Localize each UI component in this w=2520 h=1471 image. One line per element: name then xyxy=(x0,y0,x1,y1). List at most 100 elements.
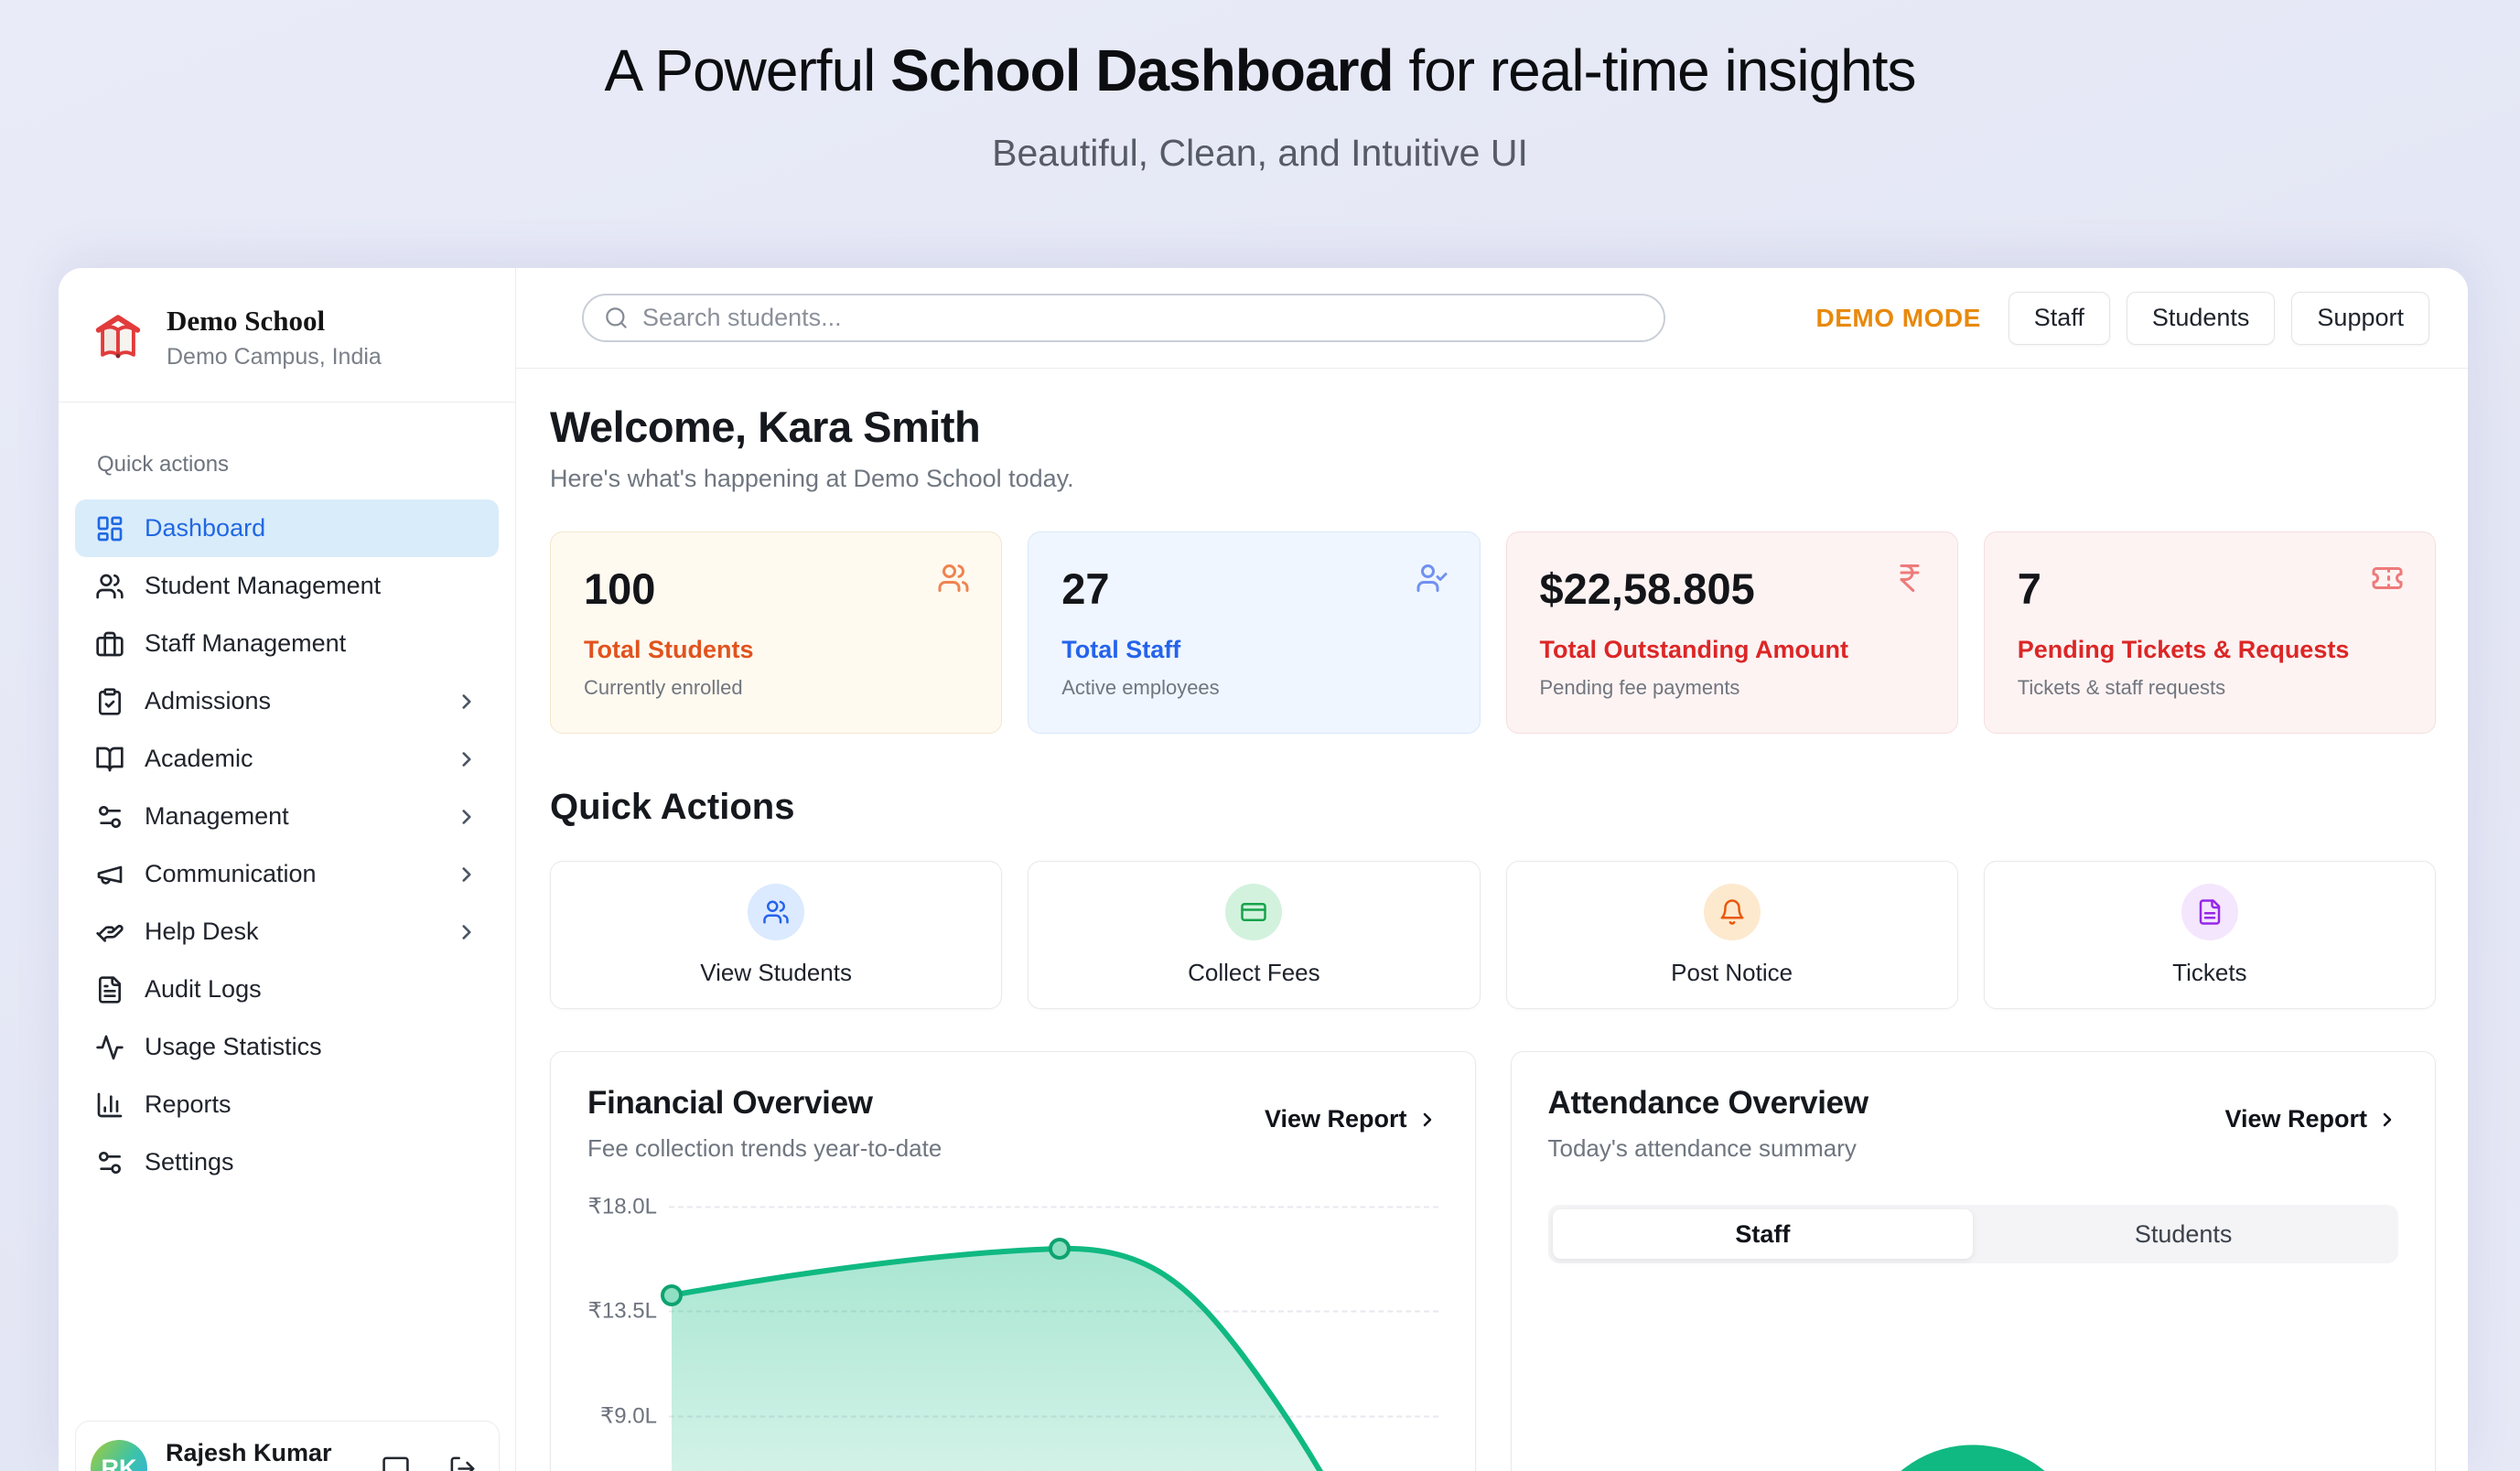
user-check-icon xyxy=(1416,562,1448,599)
page-title: A Powerful School Dashboard for real-tim… xyxy=(604,38,1916,103)
demo-mode-badge: DEMO MODE xyxy=(1815,303,1981,332)
chevron-right-icon xyxy=(455,920,479,944)
chevron-right-icon xyxy=(2383,1112,2392,1126)
users-icon xyxy=(937,562,970,599)
main-area: DEMO MODE Staff Students Support Welcome… xyxy=(516,268,2468,1471)
sidebar-item-communication[interactable]: Communication xyxy=(75,845,499,903)
stat-card-total-staff: 27 Total Staff Active employees xyxy=(1028,531,1481,734)
tickets-card[interactable]: Tickets xyxy=(1983,861,2436,1009)
tab-students[interactable]: Students xyxy=(2134,1219,2233,1248)
y-tick: ₹13.5L xyxy=(587,1298,657,1324)
support-button[interactable]: Support xyxy=(2291,291,2429,345)
stat-card-pending-tickets: 7 Pending Tickets & Requests Tickets & s… xyxy=(1983,531,2436,734)
stat-label: Pending Tickets & Requests xyxy=(2017,636,2350,663)
topbar: DEMO MODE Staff Students Support xyxy=(516,268,2468,369)
sidebar-item-settings[interactable]: Settings xyxy=(75,1133,499,1191)
hero: A Powerful School Dashboard for real-tim… xyxy=(0,0,2520,175)
helping-hand-icon xyxy=(96,924,124,942)
gridline xyxy=(669,1206,1438,1208)
welcome-subtitle: Here's what's happening at Demo School t… xyxy=(550,465,1074,492)
financial-title: Financial Overview xyxy=(587,1085,873,1121)
sidebar-item-audit-logs[interactable]: Audit Logs xyxy=(75,961,499,1018)
school-name: Demo School xyxy=(167,305,326,337)
sidebar-item-academic[interactable]: Academic xyxy=(75,730,499,788)
page-subtitle: Beautiful, Clean, and Intuitive UI xyxy=(992,132,1528,174)
y-tick: ₹18.0L xyxy=(587,1194,657,1219)
sidebar-item-help-desk[interactable]: Help Desk xyxy=(75,903,499,961)
stat-sub: Active employees xyxy=(1061,676,1220,699)
staff-button[interactable]: Staff xyxy=(2008,291,2110,345)
megaphone-icon xyxy=(97,865,123,885)
search-input[interactable] xyxy=(642,304,1643,332)
sidebar-item-student-management[interactable]: Student Management xyxy=(75,557,499,615)
stat-label: Total Staff xyxy=(1061,636,1181,663)
indian-rupee-icon xyxy=(1893,562,1926,599)
y-tick: ₹9.0L xyxy=(600,1403,657,1429)
sidebar-item-management[interactable]: Management xyxy=(75,788,499,845)
avatar: RK xyxy=(91,1440,147,1471)
activity-icon xyxy=(96,1035,124,1059)
bell-icon xyxy=(1703,883,1761,940)
quick-actions-row: View Students Collect Fees Post Notice T… xyxy=(550,861,2436,1009)
sidebar-section-label: Quick actions xyxy=(97,452,230,477)
clipboard-check-icon xyxy=(99,687,121,715)
search-bar xyxy=(582,294,1665,342)
school-location: Demo Campus, India xyxy=(167,344,382,370)
sidebar: Demo School Demo Campus, India Quick act… xyxy=(59,268,516,1471)
attendance-overview-card: Attendance Overview Today's attendance s… xyxy=(1510,1051,2436,1471)
sliders-icon xyxy=(99,1151,121,1174)
charts-row: Financial Overview Fee collection trends… xyxy=(550,1051,2436,1471)
data-point xyxy=(661,1284,683,1306)
stat-sub: Pending fee payments xyxy=(1539,676,1740,699)
users-icon xyxy=(748,883,805,940)
students-button[interactable]: Students xyxy=(2126,291,2276,345)
monitor-icon[interactable] xyxy=(382,1455,410,1471)
stat-card-total-students: 100 Total Students Currently enrolled xyxy=(550,531,1003,734)
data-point xyxy=(1049,1238,1071,1260)
school-logo-icon xyxy=(95,315,141,359)
search-icon xyxy=(606,307,627,328)
stats-row: 100 Total Students Currently enrolled 27… xyxy=(550,531,2436,734)
user-name: Rajesh Kumar xyxy=(166,1439,332,1466)
welcome-title: Welcome, Kara Smith xyxy=(550,403,981,451)
financial-view-report-link[interactable]: View Report xyxy=(1265,1105,1438,1133)
stat-label: Total Students xyxy=(584,636,754,663)
book-open-icon xyxy=(96,746,124,771)
sidebar-item-usage-statistics[interactable]: Usage Statistics xyxy=(75,1018,499,1076)
stat-value: 27 xyxy=(1061,564,1110,613)
user-profile-card[interactable]: RK Rajesh Kumar principal@de... xyxy=(75,1421,500,1471)
tab-staff[interactable]: Staff xyxy=(1552,1209,1974,1259)
financial-subtitle: Fee collection trends year-to-date xyxy=(587,1134,942,1162)
financial-area-chart: ₹18.0L ₹13.5L ₹9.0L ₹4.5L xyxy=(587,1194,1438,1471)
attendance-subtitle: Today's attendance summary xyxy=(1547,1134,1857,1162)
view-students-card[interactable]: View Students xyxy=(550,861,1003,1009)
stat-card-outstanding-amount: $22,58.805 Total Outstanding Amount Pend… xyxy=(1505,531,1958,734)
sidebar-nav: Dashboard Student Management Staff Manag… xyxy=(59,499,515,1191)
school-header: Demo School Demo Campus, India xyxy=(59,268,515,403)
post-notice-card[interactable]: Post Notice xyxy=(1505,861,1958,1009)
stat-value: 7 xyxy=(2017,564,2041,613)
area-series xyxy=(661,1238,1324,1471)
file-text-icon xyxy=(99,975,121,1004)
sidebar-item-reports[interactable]: Reports xyxy=(75,1076,499,1133)
chart-column-icon xyxy=(97,1092,123,1117)
ticket-icon xyxy=(2371,562,2404,599)
attendance-gauge-chart xyxy=(1548,1406,2399,1471)
briefcase-icon xyxy=(96,631,124,656)
stat-value: $22,58.805 xyxy=(1539,564,1755,613)
sidebar-item-staff-management[interactable]: Staff Management xyxy=(75,615,499,672)
dashboard-content: Welcome, Kara Smith Here's what's happen… xyxy=(516,369,2468,1471)
logout-icon[interactable] xyxy=(448,1455,477,1471)
attendance-view-report-link[interactable]: View Report xyxy=(2224,1105,2398,1133)
collect-fees-card[interactable]: Collect Fees xyxy=(1028,861,1481,1009)
credit-card-icon xyxy=(1225,883,1283,940)
stat-sub: Currently enrolled xyxy=(584,676,743,699)
attendance-tabs: Staff Students xyxy=(1547,1205,2398,1263)
stat-sub: Tickets & staff requests xyxy=(2017,676,2226,699)
stat-value: 100 xyxy=(584,564,656,613)
chevron-right-icon xyxy=(455,805,479,829)
users-icon xyxy=(96,574,124,598)
sliders-icon xyxy=(99,805,121,828)
sidebar-item-dashboard[interactable]: Dashboard xyxy=(75,499,499,557)
sidebar-item-admissions[interactable]: Admissions xyxy=(75,672,499,730)
